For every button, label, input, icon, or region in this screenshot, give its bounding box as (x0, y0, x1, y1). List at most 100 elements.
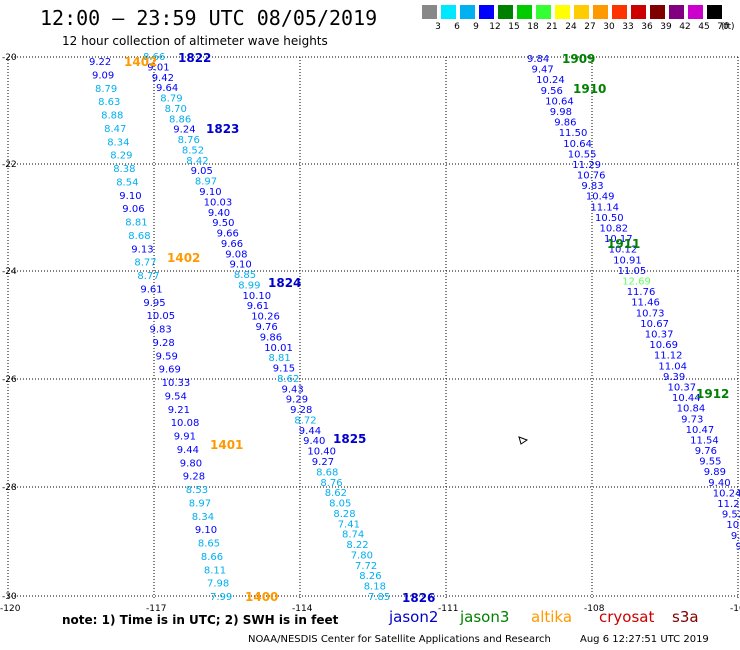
scale-label: 30 (603, 22, 615, 32)
wave-height-value: 9.61 (140, 284, 162, 295)
wave-height-value: 10.08 (171, 418, 200, 429)
scale-swatch (479, 5, 494, 19)
wave-height-value: 9.86 (554, 118, 576, 129)
pass-time-label: 1825 (333, 432, 366, 446)
wave-height-value: 9.52 (722, 510, 740, 521)
wave-height-value: 8.63 (98, 97, 120, 108)
scale-label: 15 (508, 22, 520, 32)
wave-height-value: 9.28 (153, 338, 175, 349)
wave-height-value: 9.24 (173, 125, 195, 136)
generation-timestamp: Aug 6 12:27:51 UTC 2019 (580, 634, 709, 645)
wave-height-value: 9.98 (550, 107, 572, 118)
wave-height-value: 10.67 (640, 319, 669, 330)
wave-height-value: 11.04 (658, 361, 687, 372)
wave-height-value: 9.05 (191, 166, 213, 177)
scale-swatch (707, 5, 722, 19)
latitude-label: -24 (2, 267, 17, 277)
wave-height-value: 9.08 (225, 249, 247, 260)
wave-height-value: 9.83 (581, 181, 603, 192)
wave-height-value: 9.27 (312, 457, 334, 468)
wave-height-value: 8.54 (116, 177, 138, 188)
pass-time-label: 1823 (206, 122, 239, 136)
wave-height-value: 9.47 (532, 65, 554, 76)
scale-swatch (498, 5, 513, 19)
longitude-label: -114 (292, 604, 313, 614)
legend-altika: altika (531, 608, 573, 626)
wave-height-value: 9.44 (299, 426, 321, 437)
wave-height-value: 12.69 (622, 277, 651, 288)
credit-line: NOAA/NESDIS Center for Satellite Applica… (248, 634, 551, 645)
wave-height-value: 10.73 (636, 308, 665, 319)
wave-height-value: 8.11 (204, 565, 226, 576)
wave-height-value: 9.55 (699, 457, 721, 468)
wave-height-value: 11.46 (631, 298, 660, 309)
scale-swatch (650, 5, 665, 19)
wave-height-value: 8.77 (137, 271, 159, 282)
wave-height-value: 10.05 (147, 311, 176, 322)
longitude-label: -111 (438, 604, 458, 614)
wave-height-value: 11.29 (572, 160, 601, 171)
altimeter-tracks: 9.22 9.09 8.79 8.63 8.88 8.47 8.34 8.29 8.38 8.54… (89, 52, 740, 603)
longitude-label: -117 (146, 604, 166, 614)
wave-height-value: 9.44 (177, 445, 199, 456)
latitude-label: -28 (2, 483, 17, 493)
wave-height-value: 8.99 (238, 281, 260, 292)
wave-height-value: 9.43 (282, 384, 304, 395)
wave-height-value: 9.83 (150, 325, 172, 336)
wave-height-value: 10.26 (251, 312, 280, 323)
wave-height-value: 10.47 (686, 425, 715, 436)
wave-height-value: 9.01 (147, 62, 169, 73)
scale-label: 45 (698, 22, 710, 32)
wave-height-value: 10.10 (243, 291, 272, 302)
wave-height-value: 9.66 (221, 239, 243, 250)
scale-label: 27 (584, 22, 596, 32)
scale-label: 24 (565, 22, 577, 32)
scale-swatch (688, 5, 703, 19)
scale-label: 39 (660, 22, 672, 32)
wave-height-value: 8.34 (192, 512, 214, 523)
wave-height-value: 9.39 (663, 372, 685, 383)
wave-height-value: 9.10 (119, 191, 141, 202)
pass-time-label: 1826 (402, 591, 435, 605)
wave-height-value: 8.28 (333, 509, 355, 520)
wave-height-value: 10.91 (613, 255, 642, 266)
wave-height-value: 9.10 (195, 525, 217, 536)
wave-height-value: 8.18 (364, 582, 386, 593)
wave-height-value: 8.26 (359, 571, 381, 582)
scale-label: 18 (527, 22, 539, 32)
legend-jason3: jason3 (460, 608, 510, 626)
wave-height-value: 7.72 (355, 561, 377, 572)
wave-height-value: 7.99 (210, 592, 232, 603)
wave-height-value: 8.72 (294, 416, 316, 427)
wave-height-value: 8.47 (104, 124, 126, 135)
wave-height-value: 8.42 (186, 156, 208, 167)
legend-cryosat: cryosat (599, 608, 655, 626)
scale-swatch (441, 5, 456, 19)
footer-note: note: 1) Time is in UTC; 2) SWH is in fe… (62, 613, 339, 627)
wave-height-value: 9.40 (303, 436, 325, 447)
wave-height-value: 9.13 (131, 244, 153, 255)
wave-height-value: 9.42 (152, 73, 174, 84)
pass-time-label: 1400 (245, 590, 278, 604)
scale-label: 36 (641, 22, 653, 32)
wave-height-value: 8.68 (128, 231, 150, 242)
wave-height-value: 9.89 (704, 467, 726, 478)
wave-height-value: 10.84 (677, 404, 706, 415)
longitude-label: -120 (0, 604, 21, 614)
wave-height-value: 10.64 (563, 139, 592, 150)
scale-swatch (612, 5, 627, 19)
pass-time-label: 1911 (607, 237, 640, 251)
scale-label: 6 (454, 22, 460, 32)
wave-height-value: 8.81 (125, 218, 147, 229)
wave-height-value: 7.80 (351, 551, 373, 562)
wave-height-value: 9.40 (708, 478, 730, 489)
wave-height-value: 11.22 (717, 499, 740, 510)
wave-height-value: 8.70 (165, 104, 187, 115)
wave-height-value: 10.69 (649, 340, 678, 351)
wave-height-value: 10.37 (668, 383, 697, 394)
wave-height-value: 8.97 (189, 498, 211, 509)
wave-height-value: 9.28 (183, 472, 205, 483)
latitude-label: -30 (2, 592, 17, 602)
wave-height-value: 9.56 (541, 86, 563, 97)
wave-height-value: 9.69 (159, 365, 181, 376)
